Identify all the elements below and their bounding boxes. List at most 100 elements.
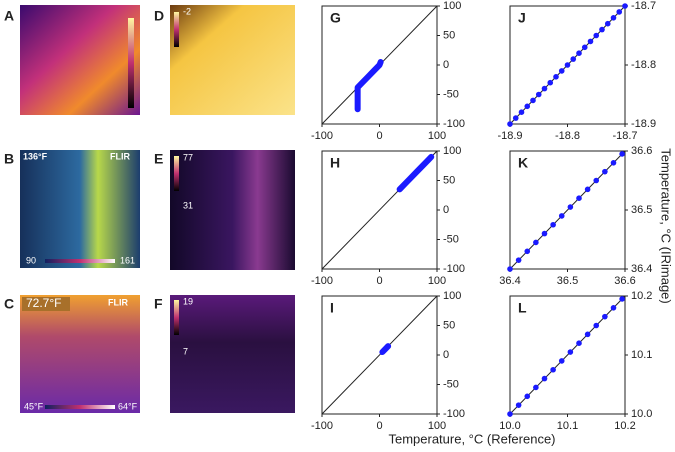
color-bar	[174, 300, 179, 335]
reference-line	[321, 295, 438, 415]
scale-label: 161	[120, 255, 135, 265]
point	[535, 91, 542, 98]
x-tick-label: -100	[311, 420, 333, 432]
point	[570, 56, 577, 62]
point	[541, 85, 548, 92]
point	[576, 50, 582, 56]
point	[619, 151, 625, 157]
y-tick-label: -100	[443, 118, 465, 130]
color-bar	[128, 18, 134, 108]
panel-label: H	[330, 155, 340, 171]
y-tick-label: 100	[443, 290, 461, 302]
color-bar	[45, 259, 115, 263]
point	[530, 97, 536, 104]
x-tick-label: -18.7	[612, 130, 637, 142]
point	[512, 115, 519, 121]
x-tick-label: 100	[428, 420, 446, 432]
point	[533, 384, 539, 391]
point	[593, 32, 600, 39]
y-tick-label: 50	[443, 174, 455, 186]
point	[533, 239, 539, 246]
x-tick-label: 0	[376, 130, 382, 142]
thermal-image	[170, 295, 295, 413]
x-tick-label: -100	[311, 130, 333, 142]
panel-label: C	[4, 296, 14, 312]
y-tick-label: 0	[443, 204, 449, 216]
y-tick-label: -50	[443, 88, 459, 100]
point	[622, 3, 628, 9]
point	[558, 358, 565, 364]
x-tick-label: -18.9	[497, 130, 522, 142]
point	[610, 160, 617, 166]
color-bar	[45, 405, 115, 409]
scale-label: 64°F	[118, 401, 138, 411]
point	[541, 230, 548, 237]
point	[567, 349, 574, 355]
x-tick-label: 36.5	[557, 275, 578, 287]
point	[619, 296, 625, 302]
point	[584, 331, 591, 338]
y-tick-label: -18.9	[631, 118, 656, 130]
scale-label: -2	[183, 6, 191, 16]
point	[507, 266, 513, 272]
thermal-image	[20, 5, 140, 115]
y-tick-label: 100	[443, 0, 461, 12]
y-tick-label: 0	[443, 59, 449, 71]
y-tick-label: -100	[443, 408, 465, 420]
x-tick-label: -100	[311, 275, 333, 287]
thermal-image	[170, 150, 295, 270]
point	[550, 221, 556, 228]
point	[610, 14, 617, 21]
point	[584, 186, 591, 193]
point	[602, 313, 608, 320]
point	[515, 402, 522, 408]
point	[524, 248, 531, 255]
y-tick-label: 36.6	[631, 145, 652, 157]
brand: FLIR	[110, 151, 130, 161]
panel-label: E	[154, 151, 163, 167]
panel-label: K	[518, 155, 528, 171]
scale-label: 19	[183, 296, 193, 306]
y-tick-label: 10.0	[631, 408, 652, 420]
y-tick-label: 50	[443, 29, 455, 41]
panel-label: J	[518, 10, 526, 26]
x-tick-label: 0	[376, 275, 382, 287]
x-tick-label: 10.0	[499, 420, 520, 432]
x-tick-label: -18.8	[555, 130, 580, 142]
point	[576, 195, 582, 201]
scale-label: 31	[183, 200, 193, 210]
x-tick-label: 0	[376, 420, 382, 432]
point	[524, 103, 531, 110]
x-tick-label: 36.6	[614, 275, 635, 287]
panel-label: G	[330, 10, 341, 26]
x-tick-label: 100	[428, 275, 446, 287]
x-tick-label: 10.1	[557, 420, 578, 432]
panel-label: I	[330, 300, 334, 316]
y-tick-label: -100	[443, 263, 465, 275]
point	[602, 168, 608, 175]
point	[567, 204, 574, 210]
data-line	[379, 343, 392, 356]
panel-label: D	[154, 8, 164, 24]
y-tick-label: 0	[443, 349, 449, 361]
point	[587, 38, 594, 45]
point	[593, 177, 600, 184]
x-tick-label: 36.4	[499, 275, 520, 287]
point	[547, 79, 554, 86]
color-bar	[174, 156, 179, 191]
thermal-image	[20, 150, 140, 268]
data-line	[396, 153, 435, 193]
thermal-image	[170, 5, 295, 115]
scale-label: 7	[183, 346, 188, 356]
scale-label: 45°F	[24, 401, 44, 411]
point	[558, 68, 565, 74]
y-tick-label: -50	[443, 378, 459, 390]
point	[518, 109, 525, 115]
point	[576, 340, 582, 347]
y-tick-label: -18.7	[631, 0, 656, 12]
panel-label: B	[4, 151, 14, 167]
point	[616, 9, 623, 15]
y-tick-label: -18.8	[631, 59, 656, 71]
temp-badge	[22, 297, 70, 311]
